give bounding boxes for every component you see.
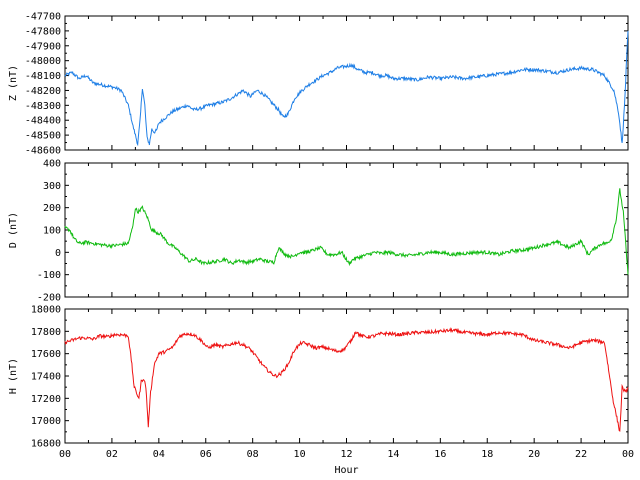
- h-ytick-label: 17800: [31, 327, 61, 338]
- h-ytick-label: 18000: [31, 305, 61, 316]
- d-ytick-label: -200: [37, 293, 61, 304]
- h-ytick-label: 17000: [31, 416, 61, 427]
- d-ylabel: D (nT): [8, 212, 19, 248]
- h-series-line: [64, 327, 629, 432]
- h-ylabel: H (nT): [8, 358, 19, 394]
- d-ytick-label: 0: [55, 248, 61, 259]
- z-ytick-label: -47700: [25, 12, 61, 23]
- z-ytick-label: -48100: [25, 71, 61, 82]
- h-ytick-label: 17200: [31, 394, 61, 405]
- h-xtick-label: 16: [434, 449, 446, 460]
- h-xtick-label: 14: [387, 449, 399, 460]
- d-ytick-label: 400: [43, 159, 61, 170]
- d-panel-frame: [64, 162, 629, 298]
- h-xtick-label: 00: [622, 449, 634, 460]
- z-ytick-label: -48500: [25, 131, 61, 142]
- h-xtick-label: 04: [153, 449, 165, 460]
- z-ytick-label: -48000: [25, 56, 61, 67]
- h-xtick-label: 18: [481, 449, 493, 460]
- h-panel-frame: [64, 308, 629, 444]
- z-ytick-label: -48400: [25, 116, 61, 127]
- z-ytick-label: -48600: [25, 146, 61, 157]
- d-ytick-label: 300: [43, 181, 61, 192]
- h-ytick-label: 17600: [31, 349, 61, 360]
- z-panel-frame: [64, 15, 629, 151]
- h-ytick-label: 16800: [31, 439, 61, 450]
- z-ytick-label: -48200: [25, 86, 61, 97]
- h-xtick-label: 00: [59, 449, 71, 460]
- h-xtick-label: 06: [200, 449, 212, 460]
- z-ylabel: Z (nT): [8, 65, 19, 101]
- z-ytick-label: -47800: [25, 26, 61, 37]
- h-xtick-label: 12: [340, 449, 352, 460]
- h-xtick-label: 10: [294, 449, 306, 460]
- z-series-line: [64, 30, 629, 147]
- z-ytick-label: -47900: [25, 41, 61, 52]
- h-xtick-label: 20: [528, 449, 540, 460]
- h-xtick-label: 08: [247, 449, 259, 460]
- z-ytick-label: -48300: [25, 101, 61, 112]
- x-axis-label: Hour: [334, 465, 358, 476]
- d-ytick-label: -100: [37, 270, 61, 281]
- d-series-line: [64, 188, 629, 275]
- h-xtick-label: 22: [575, 449, 587, 460]
- h-xtick-label: 02: [106, 449, 118, 460]
- h-ytick-label: 17400: [31, 372, 61, 383]
- d-ytick-label: 200: [43, 203, 61, 214]
- d-ytick-label: 100: [43, 226, 61, 237]
